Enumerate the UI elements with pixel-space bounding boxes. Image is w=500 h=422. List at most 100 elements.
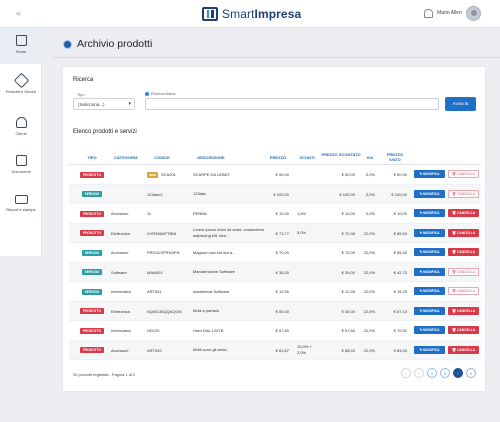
type-badge: SERVIZIO	[82, 191, 102, 198]
category-cell: Informatica	[111, 289, 131, 295]
page-button[interactable]: ›	[453, 368, 463, 378]
column-header[interactable]: PREZZO	[269, 155, 287, 160]
column-header[interactable]: PREZZO SCONTATO	[321, 152, 361, 157]
logo-text: SmartImpresa	[222, 7, 301, 21]
user-name[interactable]: Mario Allen	[437, 10, 462, 16]
notification-bell-icon[interactable]	[424, 9, 433, 18]
logo-prefix: Smart	[222, 7, 255, 21]
logo-suffix: Impresa	[254, 7, 302, 21]
column-header[interactable]: PREZZO IVATO	[386, 152, 404, 162]
vat-price-cell: € 67,10	[393, 308, 407, 314]
free-search-label-text: Ricerca libera	[151, 91, 176, 96]
column-header[interactable]: IVA	[366, 155, 374, 160]
sidebar-item-label: Documenti	[11, 169, 31, 174]
discount-cell	[297, 243, 321, 263]
column-header[interactable]: CODICE	[154, 155, 170, 160]
column-header[interactable]: DESCRIZIONE	[197, 155, 225, 160]
code-cell: MAN001	[147, 263, 191, 283]
type-badge: PRODOTTO	[80, 230, 104, 237]
price-cell: € 73,77	[275, 230, 289, 236]
code-cell: NEW SCA001	[147, 165, 191, 185]
delete-button[interactable]: 🗑 CANCELLA	[448, 287, 479, 295]
modify-button[interactable]: ✎ MODIFICA	[414, 248, 445, 256]
code-cell: ART001	[147, 282, 191, 302]
page-button[interactable]: «	[401, 368, 411, 378]
sidebar-item-home[interactable]: Home	[0, 28, 42, 64]
free-search-label: Ricerca libera	[145, 91, 175, 96]
modify-button[interactable]: ✎ MODIFICA	[414, 170, 445, 178]
modify-button[interactable]: ✎ MODIFICA	[414, 287, 445, 295]
vat-cell: 22,0%	[363, 289, 375, 295]
type-badge: PRODOTTO	[80, 171, 104, 178]
table-row: PRODOTTO Accessori 11 PENNA € 10,00 1,6% € 10,…	[69, 204, 481, 224]
code-text: 123abcX	[147, 191, 163, 197]
discounted-price-cell: € 100,00	[339, 191, 355, 197]
delete-button[interactable]: 🗑 CANCELLA	[448, 267, 479, 276]
sidebar-item-prodotti[interactable]: Prodotti e Servizi	[0, 68, 42, 104]
category-cell: Software	[111, 269, 127, 275]
info-icon	[145, 91, 149, 96]
type-cell: PRODOTTO	[79, 224, 105, 244]
description-cell: Hard Disk 120TB	[193, 327, 224, 333]
modify-button[interactable]: ✎ MODIFICA	[414, 326, 445, 334]
category-cell: Elettronica	[111, 308, 130, 314]
discount-cell	[297, 263, 321, 283]
records-count: 20 prodotti registrati - Pagina 1 di 2	[73, 372, 136, 377]
column-header[interactable]: SCONTI	[299, 155, 315, 160]
delete-button[interactable]: 🗑 CANCELLA	[448, 209, 479, 217]
type-cell: PRODOTTO	[79, 321, 105, 341]
type-select[interactable]: (Seleziona...)	[73, 98, 135, 110]
modify-button[interactable]: ✎ MODIFICA	[414, 267, 445, 276]
price-cell: € 55,00	[275, 308, 289, 314]
avatar[interactable]	[466, 6, 481, 21]
sidebar-item-documenti[interactable]: Documenti	[0, 148, 42, 184]
collapse-sidebar-icon[interactable]: «	[16, 8, 22, 18]
table-row: PRODOTTO Elettronica NQW138QQAQGN Molti a p…	[69, 301, 481, 322]
category-cell: Elettronica	[111, 230, 130, 236]
modify-button[interactable]: ✎ MODIFICA	[414, 209, 445, 217]
delete-button[interactable]: 🗑 CANCELLA	[448, 228, 479, 237]
description-cell: SCARPE DA UOMO	[193, 171, 230, 177]
sidebar-item-report[interactable]: Report e stampe	[0, 188, 42, 224]
delete-button[interactable]: 🗑 CANCELLA	[448, 170, 479, 178]
search-heading: Ricerca	[73, 77, 94, 83]
delete-button[interactable]: 🗑 CANCELLA	[448, 189, 479, 198]
vat-price-cell: € 83,00	[393, 347, 407, 353]
code-text: PRIV422PRKAPN	[147, 250, 180, 256]
column-header[interactable]: CATEGORIA	[114, 155, 138, 160]
code-text: NQW138QQAQGN	[147, 308, 182, 314]
modify-button[interactable]: ✎ MODIFICA	[414, 345, 445, 354]
delete-button[interactable]: 🗑 CANCELLA	[448, 345, 479, 354]
page-button[interactable]: 1	[427, 368, 437, 378]
delete-button[interactable]: 🗑 CANCELLA	[448, 248, 479, 256]
delete-button[interactable]: 🗑 CANCELLA	[448, 306, 479, 315]
modify-button[interactable]: ✎ MODIFICA	[414, 228, 445, 237]
type-cell: SERVIZIO	[79, 185, 105, 205]
table-row: SERVIZIO Accessori PRIV422PRKAPN Magnum ips…	[69, 243, 481, 263]
discounted-price-cell: € 57,80	[341, 328, 355, 334]
sidebar-item-clienti[interactable]: Clienti	[0, 110, 42, 146]
search-input[interactable]	[145, 98, 439, 110]
column-header[interactable]: TIPO	[87, 155, 97, 160]
vat-cell: 0,0%	[365, 211, 375, 217]
discount-cell: 5,0%	[297, 230, 307, 236]
discounted-price-cell: € 50,00	[341, 172, 355, 178]
table-row: PRODOTTO Accessori ART002 Molti sono gli am…	[69, 340, 481, 361]
code-cell: ART002	[147, 341, 191, 361]
description-cell: Assistenza Software	[193, 288, 230, 294]
vat-price-cell: € 50,00	[393, 172, 407, 178]
page-button[interactable]: 2	[440, 368, 450, 378]
category-cell: Informatica	[111, 328, 131, 334]
price-cell: € 100,00	[273, 191, 289, 197]
modify-button[interactable]: ✎ MODIFICA	[414, 189, 445, 198]
page-button[interactable]: ‹	[414, 368, 424, 378]
description-cell: 123abc	[193, 191, 207, 197]
delete-button[interactable]: 🗑 CANCELLA	[448, 326, 479, 334]
discount-cell	[297, 302, 321, 322]
home-icon	[15, 35, 27, 46]
archive-icon	[63, 39, 72, 49]
discount-cell	[297, 185, 321, 205]
modify-button[interactable]: ✎ MODIFICA	[414, 306, 445, 315]
search-button[interactable]: Avvia la	[445, 97, 476, 111]
page-button[interactable]: »	[466, 368, 476, 378]
